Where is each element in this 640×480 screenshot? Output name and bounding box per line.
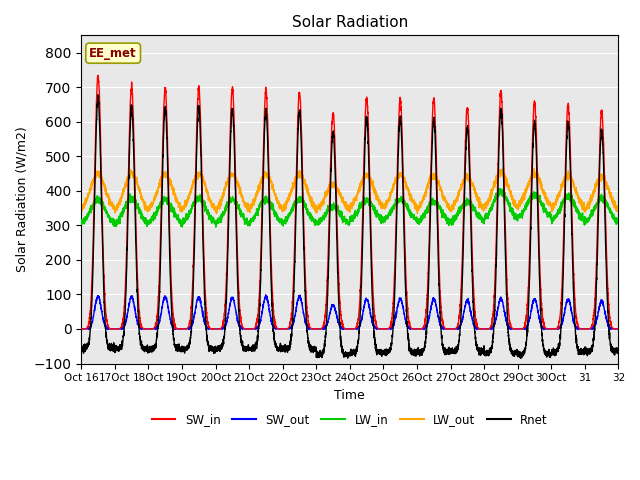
SW_out: [524, 322, 531, 328]
SW_out: [189, 321, 196, 327]
LW_in: [538, 202, 545, 208]
SW_out: [614, 326, 622, 332]
Rnet: [399, 163, 406, 168]
Text: EE_met: EE_met: [90, 47, 137, 60]
Rnet: [370, 325, 378, 331]
LW_out: [77, 205, 85, 211]
Rnet: [516, 356, 524, 361]
SW_out: [497, 295, 505, 300]
Rnet: [614, 348, 622, 354]
SW_out: [399, 303, 406, 309]
LW_out: [499, 165, 507, 171]
SW_out: [370, 322, 378, 328]
Legend: SW_in, SW_out, LW_in, LW_out, Rnet: SW_in, SW_out, LW_in, LW_out, Rnet: [147, 409, 552, 431]
LW_in: [614, 216, 622, 221]
Rnet: [497, 108, 505, 114]
SW_in: [77, 326, 85, 332]
SW_in: [399, 146, 406, 152]
Line: LW_out: LW_out: [81, 168, 618, 214]
LW_in: [370, 206, 378, 212]
SW_out: [77, 326, 85, 332]
SW_in: [189, 277, 196, 283]
LW_in: [497, 187, 505, 193]
LW_out: [497, 168, 505, 174]
Rnet: [524, 330, 531, 336]
LW_out: [413, 211, 421, 216]
Line: Rnet: Rnet: [81, 95, 618, 359]
Rnet: [77, 346, 85, 351]
Rnet: [189, 299, 196, 305]
LW_in: [77, 219, 85, 225]
X-axis label: Time: Time: [335, 389, 365, 402]
LW_out: [524, 184, 531, 190]
Rnet: [94, 92, 102, 97]
SW_out: [538, 323, 545, 329]
SW_in: [538, 299, 545, 305]
SW_in: [370, 301, 378, 307]
LW_out: [399, 174, 406, 180]
LW_out: [538, 180, 545, 186]
LW_out: [370, 183, 378, 189]
SW_in: [524, 303, 531, 309]
LW_in: [212, 224, 220, 230]
SW_out: [262, 292, 269, 298]
LW_in: [497, 186, 504, 192]
Rnet: [538, 325, 545, 331]
Line: LW_in: LW_in: [81, 189, 618, 227]
LW_in: [524, 200, 531, 206]
Title: Solar Radiation: Solar Radiation: [292, 15, 408, 30]
LW_out: [189, 180, 196, 186]
LW_in: [189, 204, 196, 209]
Line: SW_out: SW_out: [81, 295, 618, 329]
SW_in: [94, 72, 102, 78]
Line: SW_in: SW_in: [81, 75, 618, 329]
SW_in: [614, 326, 622, 332]
SW_in: [497, 87, 505, 93]
LW_out: [614, 205, 622, 211]
LW_in: [399, 201, 406, 207]
Y-axis label: Solar Radiation (W/m2): Solar Radiation (W/m2): [15, 127, 28, 272]
